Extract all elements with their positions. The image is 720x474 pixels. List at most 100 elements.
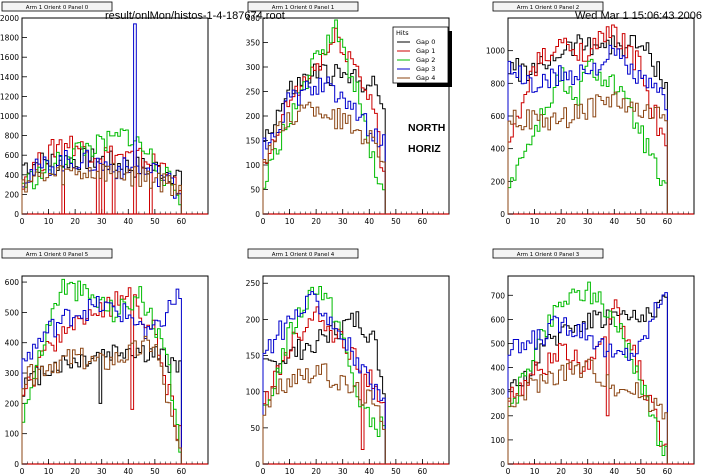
x-tick-label: 20	[70, 217, 80, 226]
x-tick-label: 0	[506, 217, 511, 226]
y-tick-label: 600	[5, 151, 20, 160]
series-gap-2	[262, 286, 386, 464]
x-tick-label: 20	[70, 467, 80, 474]
panel-title: Arm 1 Orient 0 Panel 3	[517, 252, 580, 258]
y-tick-label: 0	[14, 460, 19, 469]
y-tick-label: 1600	[0, 53, 19, 62]
timestamp: Wed Mar 1 15:06:43 2006	[575, 10, 702, 22]
series-gap-2	[262, 19, 386, 214]
panel-title-box	[1, 248, 113, 259]
y-tick-label: 0	[500, 210, 505, 219]
legend-box	[392, 26, 449, 84]
y-tick-label: 100	[246, 161, 261, 170]
y-tick-label: 600	[491, 315, 506, 324]
x-tick-label: 30	[97, 467, 107, 474]
x-tick-label: 30	[583, 467, 593, 474]
y-tick-label: 1800	[0, 34, 19, 43]
y-tick-label: 0	[255, 460, 260, 469]
panel-title-box	[247, 1, 359, 12]
y-tick-label: 200	[246, 112, 261, 121]
series-gap-1	[262, 306, 386, 464]
panel-title-box	[1, 1, 113, 12]
x-tick-label: 60	[418, 467, 428, 474]
x-tick-label: 60	[418, 217, 428, 226]
series-gap-4	[21, 335, 182, 464]
x-tick-label: 10	[285, 217, 295, 226]
y-tick-label: 0	[14, 210, 19, 219]
x-tick-label: 60	[177, 467, 187, 474]
legend-entry: Gap 2	[416, 56, 435, 64]
histogram-panel-2: Arm 1 Orient 0 Panel 2 0 200 400 600 800 1000 0…	[486, 1, 695, 226]
y-tick-label: 100	[246, 388, 261, 397]
y-tick-label: 600	[5, 278, 20, 287]
y-tick-label: 500	[491, 339, 506, 348]
histogram-panel-5: Arm 1 Orient 0 Panel 3010020030040050060…	[491, 248, 695, 474]
series-gap-3	[262, 291, 386, 464]
y-tick-label: 100	[491, 436, 506, 445]
x-tick-label: 0	[261, 217, 266, 226]
x-tick-label: 10	[530, 467, 540, 474]
y-tick-label: 400	[5, 339, 20, 348]
x-tick-label: 10	[44, 467, 54, 474]
x-tick-label: 30	[583, 217, 593, 226]
x-tick-label: 50	[636, 217, 646, 226]
overlay-label-1: HORIZ	[408, 143, 441, 155]
legend-entry: Gap 3	[416, 65, 435, 73]
series-gap-4	[21, 162, 182, 214]
x-tick-label: 20	[311, 467, 321, 474]
y-tick-label: 200	[5, 190, 20, 199]
panel-title-box	[247, 248, 359, 259]
series-gap-3	[262, 76, 386, 214]
legend-entry: Gap 4	[416, 74, 435, 82]
series-gap-3	[507, 292, 668, 464]
x-tick-label: 40	[124, 217, 134, 226]
panel-title: Arm 1 Orient 0 Panel 5	[26, 252, 89, 258]
y-tick-label: 300	[246, 63, 261, 72]
legend-entry: Gap 0	[416, 38, 435, 46]
y-tick-label: 400	[5, 171, 20, 180]
y-tick-label: 250	[246, 88, 261, 97]
histogram-panel-0: Arm 1 Orient 0 Panel 0020040060080010001…	[0, 1, 209, 226]
x-tick-label: 40	[365, 467, 375, 474]
x-tick-label: 20	[556, 467, 566, 474]
x-tick-label: 50	[391, 467, 401, 474]
plot-frame	[262, 275, 450, 465]
y-tick-label: 800	[5, 132, 20, 141]
histogram-panel-4: Arm 1 Orient 0 Panel 4 0 50 100 150 200 250 0 10…	[246, 248, 450, 474]
series-gap-0	[21, 344, 182, 464]
y-tick-label: 1000	[0, 112, 19, 121]
series-gap-4	[262, 101, 386, 214]
x-tick-label: 10	[44, 217, 54, 226]
panel-title-box	[492, 248, 604, 259]
x-tick-label: 60	[663, 467, 673, 474]
y-tick-label: 1000	[486, 47, 505, 56]
y-tick-label: 400	[491, 145, 506, 154]
x-tick-label: 30	[338, 467, 348, 474]
series-gap-0	[507, 34, 668, 214]
panel-title-box	[492, 1, 604, 12]
y-tick-label: 700	[491, 291, 506, 300]
x-tick-label: 20	[311, 217, 321, 226]
panel-title: Arm 1 Orient 0 Panel 4	[272, 252, 335, 258]
y-tick-label: 200	[246, 315, 261, 324]
x-tick-label: 0	[20, 217, 25, 226]
x-tick-label: 0	[20, 467, 25, 474]
series-gap-4	[507, 91, 668, 214]
y-tick-label: 400	[491, 364, 506, 373]
file-path: result/onlMon/histos-1-4-187674.root	[105, 10, 285, 22]
x-tick-label: 60	[663, 217, 673, 226]
y-tick-label: 200	[491, 412, 506, 421]
panel-title: Arm 1 Orient 0 Panel 2	[517, 5, 580, 11]
x-tick-label: 40	[610, 217, 620, 226]
y-tick-label: 600	[491, 112, 506, 121]
y-tick-label: 1200	[0, 92, 19, 101]
y-tick-label: 200	[5, 399, 20, 408]
x-tick-label: 20	[556, 217, 566, 226]
x-tick-label: 30	[97, 217, 107, 226]
y-tick-label: 100	[5, 430, 20, 439]
x-tick-label: 50	[636, 467, 646, 474]
series-gap-3	[507, 44, 668, 214]
x-tick-label: 10	[530, 217, 540, 226]
